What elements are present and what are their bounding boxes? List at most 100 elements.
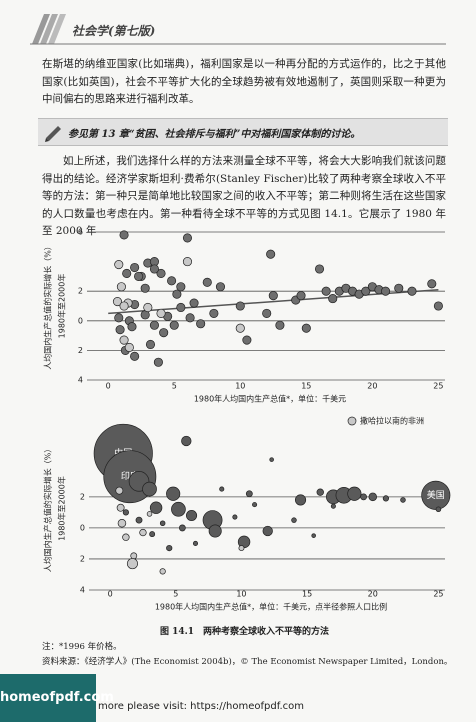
- bubble: [219, 486, 225, 492]
- bubble: [347, 486, 362, 501]
- point: [314, 264, 325, 274]
- point: [153, 357, 163, 367]
- bubble: [116, 503, 125, 512]
- y-tick-label: 4: [78, 376, 83, 385]
- point: [116, 282, 126, 292]
- bubble: [232, 514, 238, 520]
- note-text: 参见第 13 章“贫困、社会排斥与福利”中对福利国家体制的讨论。: [68, 129, 361, 140]
- point: [209, 308, 219, 318]
- x-tick-label: 25: [433, 382, 443, 391]
- bubble: [295, 494, 307, 506]
- point: [235, 323, 245, 333]
- footer-logo[interactable]: homeofpdf.com: [0, 674, 114, 722]
- bubble: [360, 493, 367, 501]
- bubble: [400, 497, 406, 503]
- bubble: [368, 492, 378, 502]
- point: [215, 282, 226, 292]
- y-tick-label: 2: [78, 346, 83, 355]
- footer-text[interactable]: more please visit: https://homeofpdf.com: [98, 701, 305, 712]
- bubble: [135, 516, 143, 524]
- bubble: [166, 544, 173, 552]
- point: [196, 319, 206, 329]
- point: [427, 279, 437, 289]
- header-title: 社会学(第七版): [72, 24, 156, 38]
- bubble: [126, 558, 138, 570]
- y-axis-title: 人均国内生产总值的实际增长（%）: [43, 242, 53, 370]
- y-tick-label: 2: [80, 492, 85, 501]
- point: [185, 313, 195, 323]
- y-tick-label: 6: [78, 228, 83, 237]
- y-tick-label: 0: [78, 316, 83, 325]
- point: [176, 302, 186, 313]
- point: [159, 328, 169, 338]
- point: [119, 301, 129, 311]
- point: [127, 322, 137, 332]
- x-tick-label: 5: [173, 590, 178, 599]
- point: [275, 320, 285, 330]
- bubble: [262, 525, 273, 537]
- point: [182, 233, 193, 243]
- point: [156, 308, 166, 318]
- bubble: [146, 511, 153, 517]
- point: [202, 277, 212, 287]
- bubble: [159, 568, 166, 575]
- bubble: [330, 503, 336, 509]
- point: [381, 286, 391, 296]
- point: [143, 302, 153, 313]
- x-tick-label: 15: [301, 382, 311, 391]
- point: [394, 283, 404, 293]
- note-box: 参见第 13 章“贫困、社会排斥与福利”中对福利国家体制的讨论。: [38, 118, 448, 146]
- bubble: [142, 481, 157, 497]
- point: [242, 335, 252, 345]
- point: [268, 291, 278, 301]
- x-tick-label: 10: [236, 590, 246, 599]
- bubble: [117, 518, 127, 528]
- y-axis-title: 1980年至2000年: [57, 274, 67, 339]
- legend-label: 撒哈拉以南的非洲: [360, 416, 424, 426]
- note: 注：*1996 年价格。: [42, 642, 122, 652]
- y-tick-label: 2: [78, 287, 83, 296]
- bubble: [130, 552, 138, 560]
- x-tick-label: 25: [433, 590, 443, 599]
- point: [134, 271, 144, 281]
- bubble: [149, 501, 163, 514]
- x-tick-label: 20: [368, 590, 378, 599]
- source: 资料来源：《经济学人》(The Economist 2004b)，© The E…: [42, 657, 453, 667]
- paragraph: 如上所述，我们选择什么样的方法来测量全球不平等，将会大大影响我们就该问题得出的结…: [42, 155, 446, 237]
- point: [262, 308, 272, 318]
- paragraph: 在斯堪的纳维亚国家(比如瑞典)，福利国家是以一种再分配的方式运作的，比之于其他国…: [42, 58, 446, 105]
- bubble: [245, 490, 253, 498]
- bubble-label: 美国: [427, 489, 445, 501]
- point: [130, 351, 140, 361]
- point: [149, 320, 159, 330]
- bubble: [252, 502, 258, 508]
- bubble: [149, 531, 156, 538]
- bubble: [186, 509, 198, 522]
- point: [149, 264, 159, 274]
- point: [122, 268, 132, 278]
- bubble: [181, 435, 192, 447]
- point: [301, 323, 311, 333]
- bubble: [238, 545, 245, 552]
- point: [235, 301, 245, 311]
- point: [114, 313, 124, 323]
- point: [433, 301, 443, 311]
- bubble: [269, 457, 274, 462]
- point: [189, 298, 199, 308]
- x-tick-label: 20: [367, 382, 377, 391]
- point: [167, 276, 177, 286]
- point: [145, 339, 156, 350]
- point: [266, 249, 276, 259]
- bubble: [382, 495, 390, 502]
- header-graphic: [30, 14, 446, 45]
- x-axis-title: 1980年人均国内生产总值*，单位：千美元，点半径参照人口比例: [155, 602, 387, 612]
- point: [119, 230, 129, 240]
- y-tick-label: 2: [80, 554, 85, 563]
- bubble: [122, 509, 130, 516]
- bubble: [171, 501, 186, 517]
- y-tick-label: 0: [80, 523, 85, 532]
- bubble: [178, 524, 186, 532]
